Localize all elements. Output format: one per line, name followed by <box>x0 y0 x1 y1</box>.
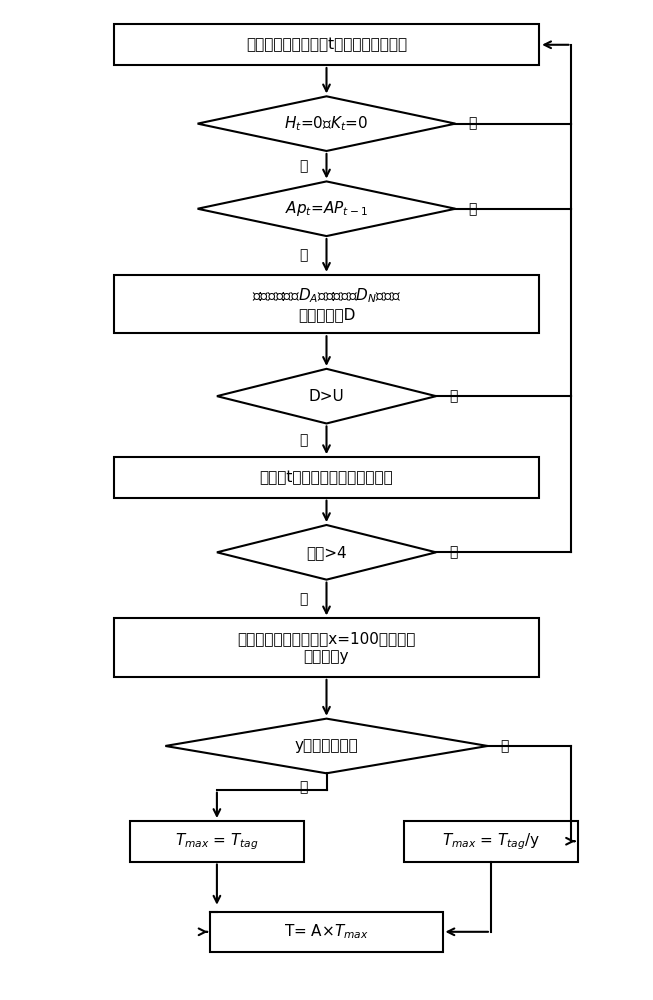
Polygon shape <box>217 525 436 580</box>
Bar <box>404 821 578 862</box>
Text: 否: 否 <box>299 248 307 262</box>
Text: 是: 是 <box>299 159 307 173</box>
Text: 是: 是 <box>299 592 307 606</box>
Polygon shape <box>198 181 455 236</box>
Text: 否: 否 <box>501 739 509 753</box>
Text: 将时刻t的数据集设为有效数据集: 将时刻t的数据集设为有效数据集 <box>260 470 393 485</box>
Bar <box>114 24 539 65</box>
Text: $T_{max}$ = $T_{tag}$/y: $T_{max}$ = $T_{tag}$/y <box>441 831 540 852</box>
Text: 是: 是 <box>299 433 307 447</box>
Bar <box>114 618 539 677</box>
Text: 是: 是 <box>299 780 307 794</box>
Text: 个数>4: 个数>4 <box>306 545 347 560</box>
Text: T= A×$T_{max}$: T= A×$T_{max}$ <box>284 922 369 941</box>
Bar <box>130 821 304 862</box>
Text: 拟合得到最终方程，将x=100代入最终
方程求解y: 拟合得到最终方程，将x=100代入最终 方程求解y <box>237 631 416 664</box>
Text: 否: 否 <box>449 389 457 403</box>
Text: $Ap_t$=$AP_{t-1}$: $Ap_t$=$AP_{t-1}$ <box>285 199 368 218</box>
Text: 采集车辆在当前时刻t的车辆状态数据集: 采集车辆在当前时刻t的车辆状态数据集 <box>246 37 407 52</box>
Text: 否: 否 <box>468 117 477 131</box>
Text: $H_t$=0且$K_t$=0: $H_t$=0且$K_t$=0 <box>284 114 369 133</box>
Text: $T_{max}$ = $T_{tag}$: $T_{max}$ = $T_{tag}$ <box>175 831 259 852</box>
Text: y满足范围阈值: y满足范围阈值 <box>295 738 358 753</box>
Text: D>U: D>U <box>309 389 344 404</box>
Text: 是: 是 <box>468 202 477 216</box>
Polygon shape <box>217 369 436 423</box>
Bar <box>114 275 539 333</box>
Polygon shape <box>198 96 455 151</box>
Text: 计算扭矩导数$D_A$和转速导数$D_N$，计算
两者的比值D: 计算扭矩导数$D_A$和转速导数$D_N$，计算 两者的比值D <box>252 286 401 322</box>
Polygon shape <box>165 719 488 773</box>
Bar <box>114 457 539 498</box>
Text: 否: 否 <box>449 545 457 559</box>
Bar <box>210 912 443 952</box>
